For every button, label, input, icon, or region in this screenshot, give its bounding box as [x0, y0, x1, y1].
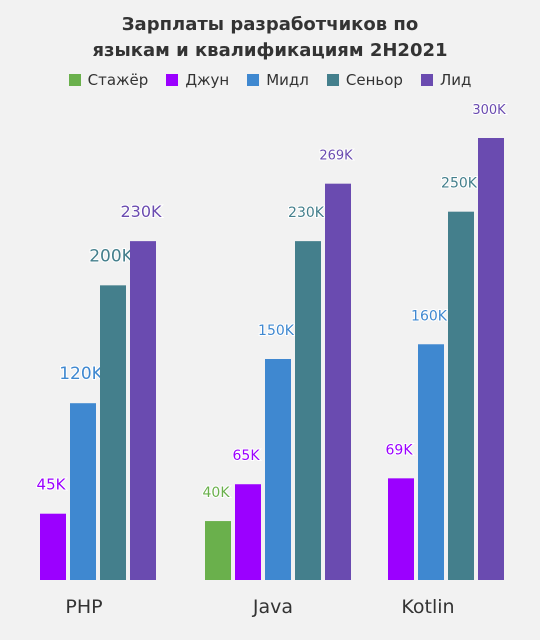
legend-label-middle: Мидл	[266, 71, 309, 89]
bar-java-middle	[265, 359, 291, 580]
bar-kotlin-lead	[478, 138, 504, 580]
legend-item-junior: Джун	[166, 71, 229, 89]
bar-php-middle	[70, 403, 96, 580]
value-label-php-lead: 230K	[120, 202, 162, 221]
chart-title-line-1: Зарплаты разработчиков по	[121, 14, 419, 35]
bar-kotlin-junior	[388, 478, 414, 580]
bar-kotlin-middle	[418, 344, 444, 580]
legend-item-lead: Лид	[420, 71, 472, 89]
value-label-php-middle: 120K	[59, 364, 103, 384]
bar-php-lead	[130, 241, 156, 581]
chart-legend: Стажёр Джун Мидл Сеньор Лид	[0, 71, 540, 89]
legend-swatch-senior	[326, 74, 339, 86]
legend-swatch-junior	[166, 74, 179, 86]
bar-php-junior	[40, 513, 66, 580]
legend-swatch-intern	[68, 74, 81, 86]
legend-label-senior: Сеньор	[345, 71, 403, 89]
category-label-php: PHP	[65, 596, 102, 618]
legend-item-middle: Мидл	[247, 71, 309, 89]
bar-kotlin-senior	[448, 211, 474, 581]
value-label-kotlin-senior: 250K	[441, 176, 478, 192]
category-label-java: Java	[252, 596, 293, 618]
bar-java-lead	[325, 183, 351, 580]
value-label-java-middle: 150K	[258, 323, 295, 339]
value-label-kotlin-lead: 300K	[472, 103, 506, 118]
bar-java-junior	[235, 484, 261, 580]
value-label-java-junior: 65K	[233, 448, 261, 464]
bar-java-intern	[205, 521, 231, 580]
legend-swatch-middle	[247, 74, 260, 86]
bar-php-senior	[100, 285, 126, 580]
legend-label-lead: Лид	[439, 71, 472, 89]
value-label-kotlin-junior: 69K	[386, 442, 414, 458]
chart-title-line-2: языкам и квалификациям 2H2021	[92, 40, 448, 61]
value-label-java-lead: 269K	[319, 149, 353, 164]
category-label-kotlin: Kotlin	[401, 596, 454, 618]
value-label-kotlin-middle: 160K	[411, 308, 448, 324]
bar-java-senior	[295, 241, 321, 581]
legend-swatch-lead	[420, 74, 433, 86]
value-label-php-senior: 200K	[89, 246, 133, 266]
legend-label-intern: Стажёр	[87, 71, 149, 89]
value-label-java-senior: 230K	[288, 205, 325, 221]
value-label-php-junior: 45K	[37, 476, 67, 494]
legend-label-junior: Джун	[185, 71, 230, 89]
value-label-java-intern: 40K	[203, 485, 231, 501]
legend-item-intern: Стажёр	[68, 71, 149, 89]
legend-item-senior: Сеньор	[326, 71, 403, 89]
